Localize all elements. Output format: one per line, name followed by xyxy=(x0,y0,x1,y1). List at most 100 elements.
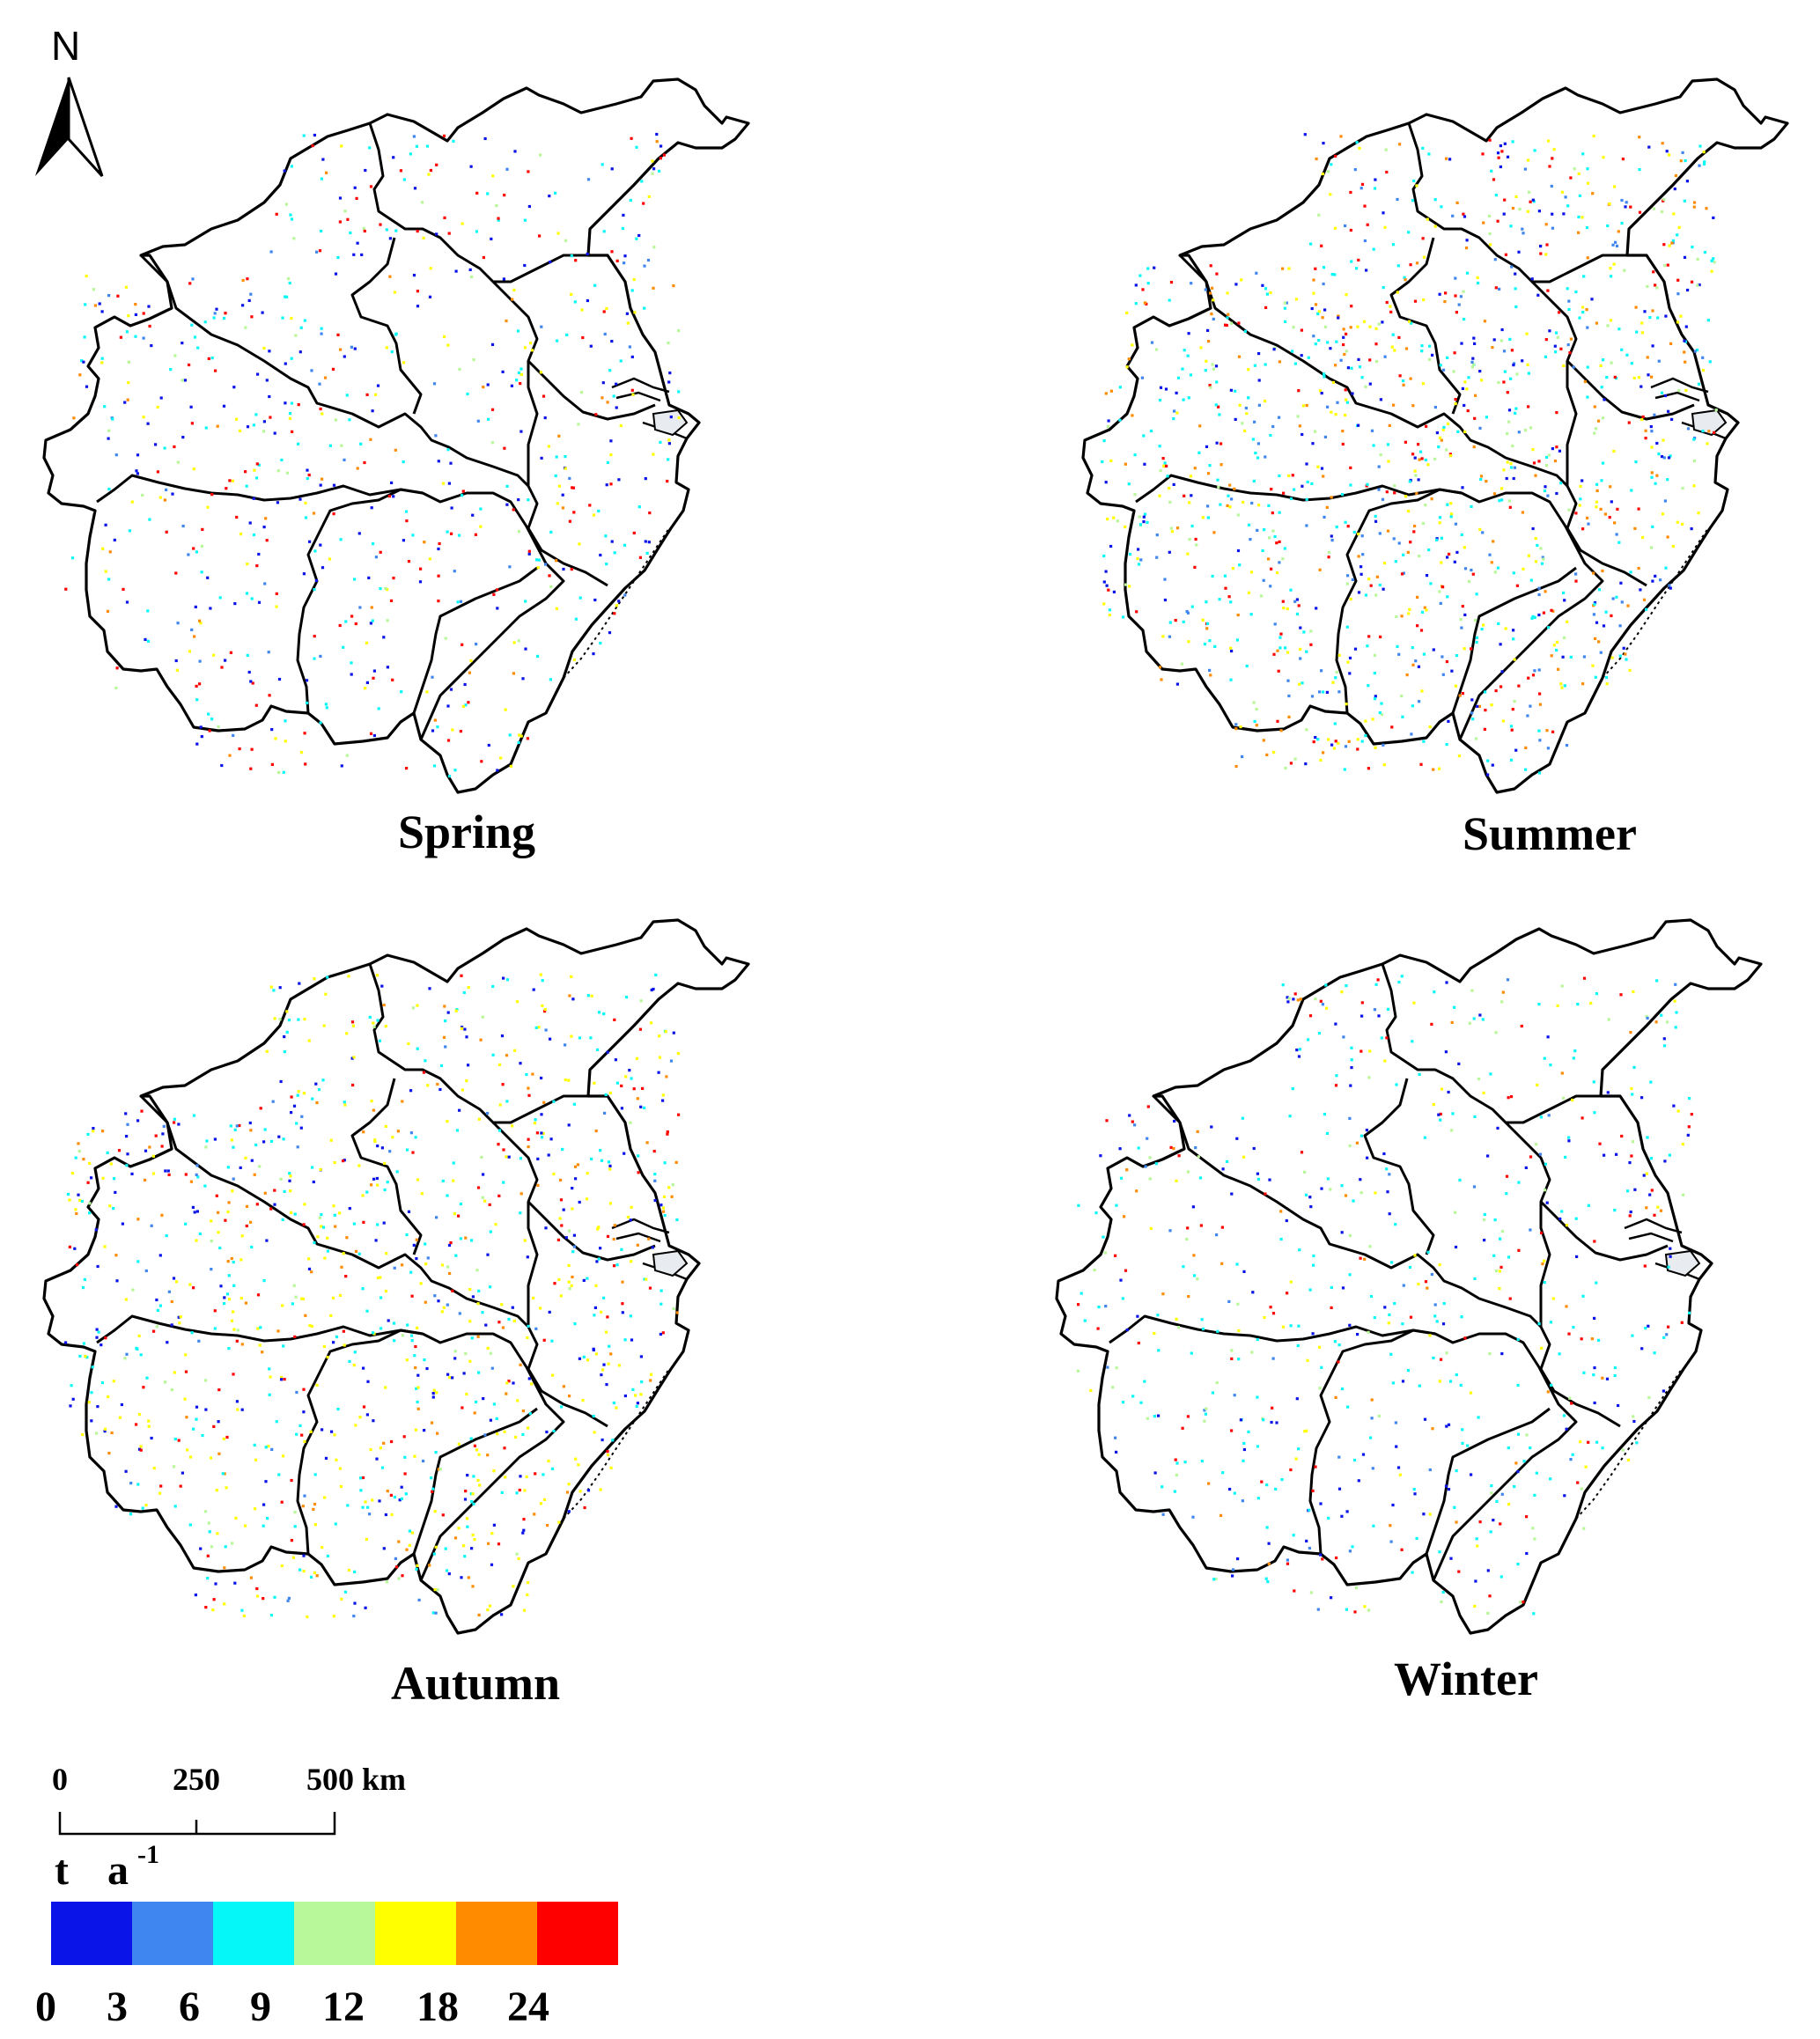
data-pixel xyxy=(390,1513,394,1517)
data-pixel xyxy=(1247,368,1250,372)
scale-tick-500: 500 km xyxy=(306,1762,406,1797)
data-pixel xyxy=(306,476,309,481)
data-pixel xyxy=(101,547,105,550)
data-pixel xyxy=(1242,1270,1246,1273)
data-pixel xyxy=(1640,535,1645,540)
data-pixel xyxy=(272,989,276,992)
data-pixel xyxy=(353,186,357,189)
data-pixel xyxy=(416,1373,420,1377)
data-pixel xyxy=(1546,289,1550,292)
data-pixel xyxy=(606,1234,610,1238)
data-pixel xyxy=(176,460,180,464)
data-pixel xyxy=(1264,305,1268,309)
data-pixel xyxy=(1506,155,1510,158)
data-pixel xyxy=(238,429,242,432)
data-pixel xyxy=(504,1476,507,1479)
data-pixel xyxy=(178,1321,181,1325)
data-pixel xyxy=(64,1341,68,1344)
data-pixel xyxy=(1480,379,1484,382)
data-pixel xyxy=(1385,170,1389,174)
data-pixel xyxy=(503,194,506,197)
data-pixel xyxy=(231,1542,234,1545)
data-pixel xyxy=(393,291,397,294)
data-pixel xyxy=(1136,556,1139,561)
data-pixel xyxy=(1369,1294,1374,1299)
data-pixel xyxy=(1477,281,1480,285)
data-pixel xyxy=(448,1376,452,1380)
data-pixel xyxy=(1400,975,1404,978)
data-pixel xyxy=(1629,205,1632,209)
data-pixel xyxy=(162,1124,166,1128)
data-pixel xyxy=(1617,1403,1620,1408)
data-pixel xyxy=(273,431,276,435)
data-pixel xyxy=(419,1282,423,1285)
data-pixel xyxy=(262,1279,266,1283)
data-pixel xyxy=(540,456,543,460)
data-pixel xyxy=(1438,590,1441,593)
data-pixel xyxy=(1463,567,1468,570)
data-pixel xyxy=(200,544,204,548)
data-pixel xyxy=(386,1181,389,1184)
data-pixel xyxy=(578,542,581,546)
data-pixel xyxy=(231,1189,234,1193)
data-pixel xyxy=(312,512,316,515)
data-pixel xyxy=(347,975,350,978)
data-pixel xyxy=(1558,311,1561,314)
data-pixel xyxy=(1271,512,1274,515)
data-pixel xyxy=(1102,1235,1105,1239)
data-pixel xyxy=(233,602,237,606)
data-pixel xyxy=(392,1321,396,1325)
data-pixel xyxy=(1353,1610,1357,1614)
data-pixel xyxy=(586,298,589,303)
data-pixel xyxy=(240,1343,244,1346)
data-pixel xyxy=(518,1488,521,1492)
legend-tick-9: 9 xyxy=(250,1984,271,2030)
data-pixel xyxy=(194,605,197,608)
data-pixel xyxy=(481,1015,484,1019)
data-pixel xyxy=(1239,725,1242,729)
color-legend: t a -1 0 3 6 9 12 18 24 xyxy=(35,1840,618,2030)
data-pixel xyxy=(1183,1461,1187,1464)
data-pixel xyxy=(394,333,398,336)
data-pixel xyxy=(1320,467,1324,470)
data-pixel xyxy=(1411,704,1414,708)
data-pixel xyxy=(502,1148,505,1152)
data-pixel xyxy=(1229,600,1233,604)
data-pixel xyxy=(505,1054,509,1057)
data-pixel xyxy=(388,275,392,278)
data-pixel xyxy=(437,547,440,551)
data-pixel xyxy=(302,1410,306,1414)
data-pixel xyxy=(1598,1142,1602,1145)
data-pixel xyxy=(1611,597,1615,600)
data-pixel xyxy=(1594,637,1597,640)
data-pixel xyxy=(1250,1351,1254,1354)
data-pixel xyxy=(572,658,576,662)
data-pixel xyxy=(369,622,372,625)
data-pixel xyxy=(1422,740,1426,743)
data-pixel xyxy=(181,436,185,439)
data-pixel xyxy=(185,1416,188,1419)
legend-unit-t: t xyxy=(55,1847,69,1894)
data-pixel xyxy=(487,1542,490,1545)
data-pixel xyxy=(540,1131,543,1135)
data-pixel xyxy=(136,472,139,475)
data-pixel xyxy=(1228,1487,1232,1491)
data-pixel xyxy=(1578,194,1581,197)
data-pixel xyxy=(1566,343,1570,347)
data-pixel xyxy=(1077,1303,1080,1307)
data-pixel xyxy=(522,1528,526,1532)
data-pixel xyxy=(1567,1136,1571,1139)
data-pixel xyxy=(676,1052,680,1056)
data-pixel xyxy=(1418,700,1421,703)
data-pixel xyxy=(214,369,217,372)
data-pixel xyxy=(264,1446,268,1449)
data-pixel xyxy=(322,1024,326,1027)
data-pixel xyxy=(564,239,568,242)
data-pixel xyxy=(377,707,380,710)
data-pixel xyxy=(226,1166,230,1169)
data-pixel xyxy=(1119,1176,1124,1180)
data-pixel xyxy=(1325,1131,1330,1135)
data-pixel xyxy=(479,1038,483,1042)
data-pixel xyxy=(87,1401,91,1404)
data-pixel xyxy=(1553,460,1558,463)
